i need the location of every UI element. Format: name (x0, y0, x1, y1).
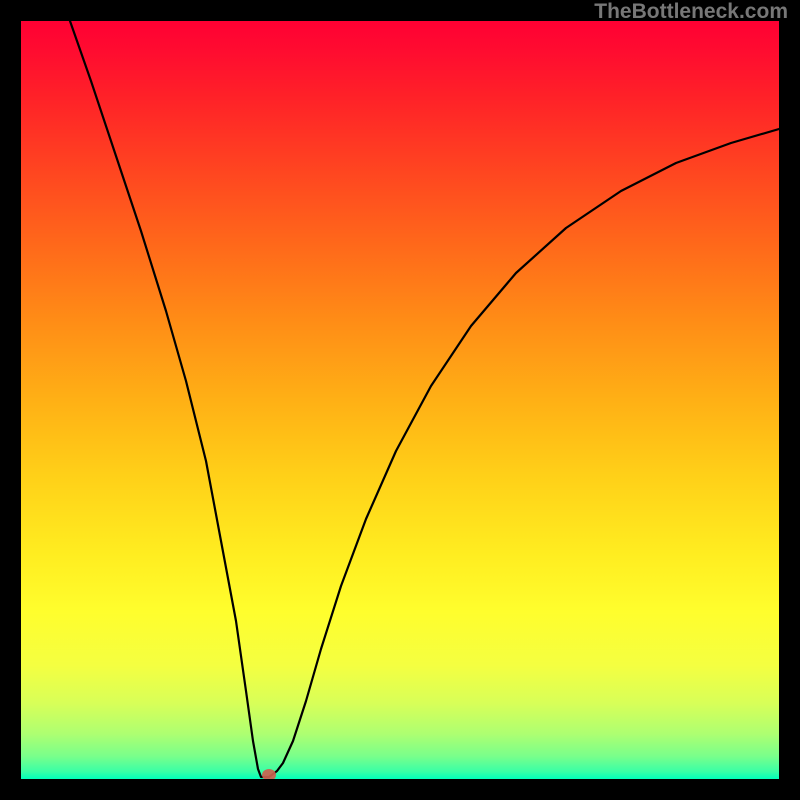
chart-svg (21, 21, 779, 779)
plot-area (21, 21, 779, 779)
bottleneck-curve (70, 21, 779, 777)
optimum-marker (262, 769, 276, 779)
watermark-text: TheBottleneck.com (594, 0, 788, 24)
